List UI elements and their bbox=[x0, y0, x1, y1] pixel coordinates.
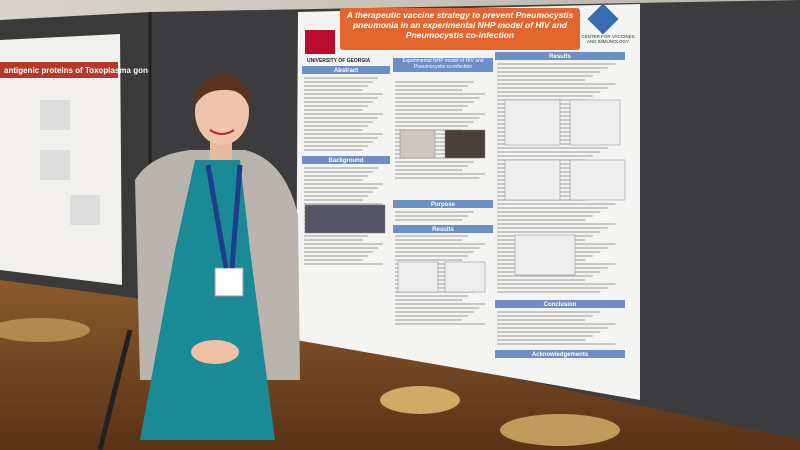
section-header-bar bbox=[495, 52, 625, 60]
hands bbox=[191, 340, 239, 364]
lanyard bbox=[229, 164, 243, 269]
section-header-bar bbox=[302, 66, 390, 74]
section-header-bar bbox=[495, 350, 625, 358]
title-wrap: A therapeutic vaccine strategy to preven… bbox=[346, 10, 574, 40]
section-header: Results bbox=[432, 227, 454, 233]
section-header-bar bbox=[393, 225, 493, 233]
logo-right: CENTER FOR VACCINES AND IMMUNOLOGY bbox=[581, 34, 635, 44]
smile bbox=[209, 129, 235, 135]
uga-logo bbox=[305, 30, 335, 54]
figure bbox=[514, 234, 576, 276]
figure bbox=[504, 99, 561, 146]
logo-right-wrap: CENTER FOR VACCINES AND IMMUNOLOGY bbox=[581, 34, 635, 44]
left-poster-figure bbox=[40, 100, 70, 130]
left-poster-title: antigenic proteins of Toxoplasma gondii bbox=[4, 66, 157, 75]
carpet-pattern bbox=[0, 318, 90, 342]
hair bbox=[194, 76, 251, 110]
figure bbox=[444, 261, 486, 293]
logo-left: UNIVERSITY OF GEORGIA bbox=[307, 58, 371, 64]
title-box bbox=[340, 8, 580, 50]
panel-header-bar bbox=[393, 58, 493, 72]
section-header: Results bbox=[549, 54, 571, 60]
section-header: Purpose bbox=[431, 202, 456, 208]
panel-header: Experimental NHP model of HIV and Pneumo… bbox=[402, 58, 484, 70]
section-header-bar bbox=[302, 156, 390, 164]
section-header: Background bbox=[328, 158, 363, 164]
figure bbox=[397, 261, 439, 293]
poster-title: A therapeutic vaccine strategy to preven… bbox=[346, 10, 574, 40]
section-header-bar bbox=[393, 200, 493, 208]
section-header-bar bbox=[495, 300, 625, 308]
dress bbox=[140, 160, 275, 440]
panel-header-wrap: Experimental NHP model of HIV and Pneumo… bbox=[402, 58, 484, 70]
figure bbox=[569, 159, 626, 201]
section-header: Abstract bbox=[334, 68, 358, 74]
figure bbox=[399, 129, 436, 159]
lanyard bbox=[205, 164, 229, 269]
figure bbox=[569, 99, 621, 146]
poster-body bbox=[304, 63, 626, 345]
easel-leg bbox=[97, 329, 133, 450]
figure bbox=[304, 204, 386, 234]
left-poster-figure bbox=[70, 195, 100, 225]
left-poster-figure bbox=[40, 150, 70, 180]
left-poster-banner bbox=[0, 62, 118, 78]
section-header: Acknowledgements bbox=[532, 352, 589, 358]
carpet-pattern bbox=[380, 386, 460, 414]
face bbox=[195, 79, 249, 145]
name-badge bbox=[214, 267, 244, 297]
carpet-pattern bbox=[500, 414, 620, 446]
figure bbox=[444, 129, 486, 159]
section-header: Conclusion bbox=[544, 302, 577, 308]
figure bbox=[504, 159, 561, 201]
